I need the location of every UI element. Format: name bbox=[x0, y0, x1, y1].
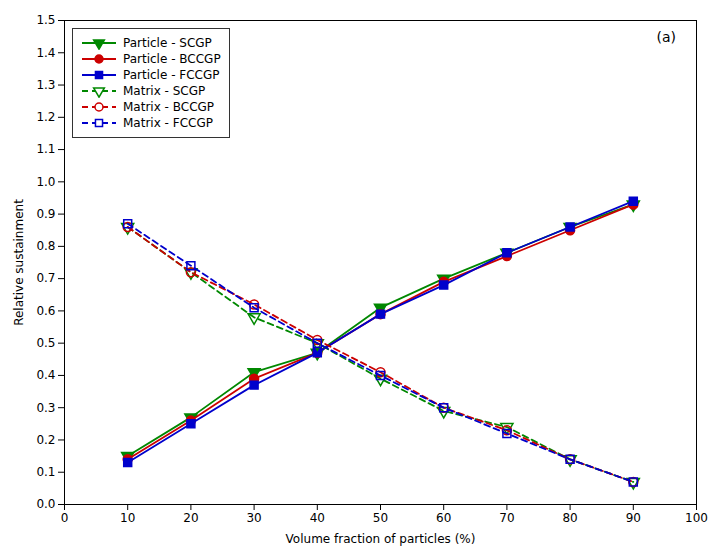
html-text:Matrix - FCCGP: Matrix - FCCGP bbox=[123, 116, 213, 130]
svg-text:70: 70 bbox=[499, 511, 514, 525]
svg-text:0: 0 bbox=[61, 511, 69, 525]
svg-text:(a): (a) bbox=[657, 29, 677, 45]
svg-text:0.3: 0.3 bbox=[36, 401, 55, 415]
svg-text:60: 60 bbox=[436, 511, 451, 525]
svg-text:1.0: 1.0 bbox=[36, 175, 55, 189]
svg-text:10: 10 bbox=[120, 511, 135, 525]
svg-text:1.3: 1.3 bbox=[36, 78, 55, 92]
svg-text:1.5: 1.5 bbox=[36, 13, 55, 27]
html-text:Matrix - SCGP: Matrix - SCGP bbox=[123, 84, 206, 98]
svg-text:0.7: 0.7 bbox=[36, 271, 55, 285]
html-text:Particle - FCCGP: Particle - FCCGP bbox=[123, 68, 220, 82]
html-text:Particle - SCGP: Particle - SCGP bbox=[123, 36, 212, 50]
svg-text:1.2: 1.2 bbox=[36, 110, 55, 124]
svg-text:0.4: 0.4 bbox=[36, 368, 55, 382]
svg-text:1.1: 1.1 bbox=[36, 142, 55, 156]
svg-text:1.4: 1.4 bbox=[36, 46, 55, 60]
svg-text:0.0: 0.0 bbox=[36, 497, 55, 511]
svg-text:0.6: 0.6 bbox=[36, 304, 55, 318]
html-text:Particle - BCCGP: Particle - BCCGP bbox=[123, 52, 221, 66]
html-text:Matrix - BCCGP: Matrix - BCCGP bbox=[123, 100, 215, 114]
svg-text:0.5: 0.5 bbox=[36, 336, 55, 350]
svg-text:Volume fraction of particles (: Volume fraction of particles (%) bbox=[286, 532, 476, 546]
svg-text:0.1: 0.1 bbox=[36, 465, 55, 479]
svg-text:80: 80 bbox=[562, 511, 577, 525]
svg-text:40: 40 bbox=[310, 511, 325, 525]
svg-text:90: 90 bbox=[626, 511, 641, 525]
svg-text:100: 100 bbox=[685, 511, 708, 525]
svg-text:0.9: 0.9 bbox=[36, 207, 55, 221]
svg-text:30: 30 bbox=[246, 511, 261, 525]
svg-text:Relative sustainment: Relative sustainment bbox=[12, 199, 26, 326]
svg-text:50: 50 bbox=[373, 511, 388, 525]
svg-text:0.2: 0.2 bbox=[36, 433, 55, 447]
svg-text:0.8: 0.8 bbox=[36, 239, 55, 253]
svg-text:20: 20 bbox=[183, 511, 198, 525]
